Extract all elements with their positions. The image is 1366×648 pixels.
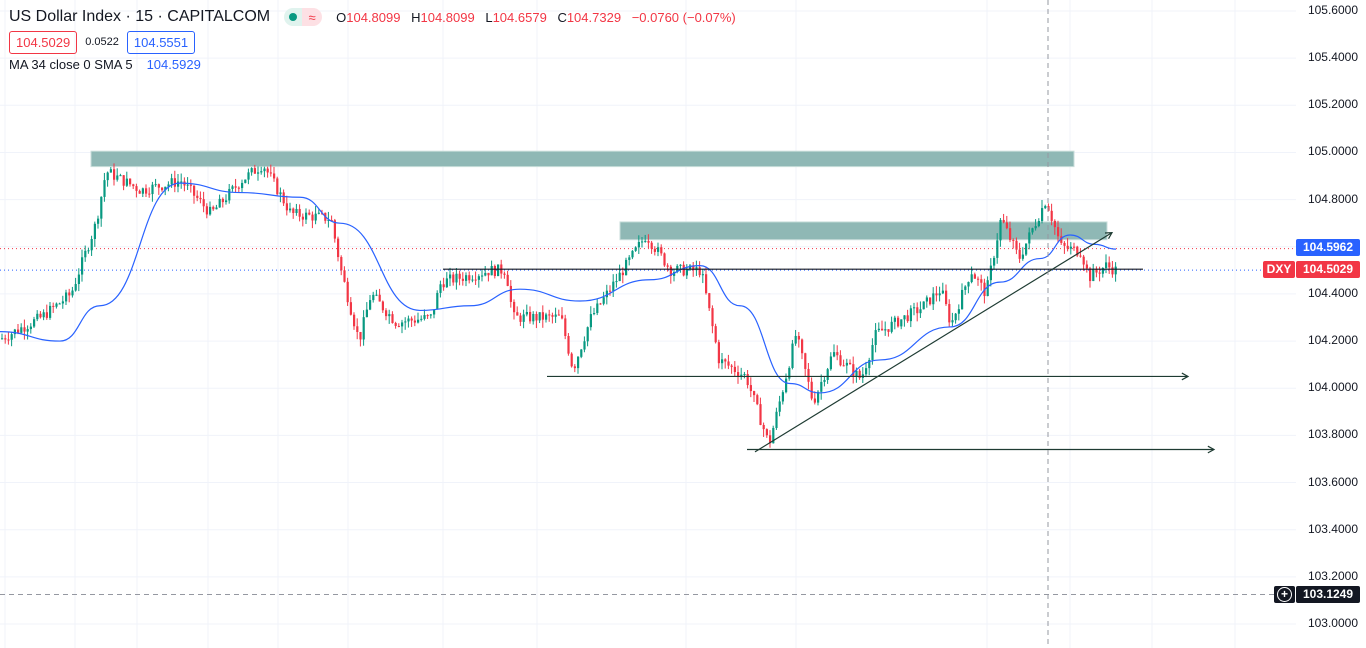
- price-tick-label: 104.8000: [1307, 191, 1358, 206]
- arrow-head-icon: [1104, 231, 1114, 239]
- low-value: 104.6579: [492, 9, 547, 25]
- ma-indicator-value: 104.5929: [146, 56, 201, 72]
- ma-indicator-label[interactable]: MA 34 close 0 SMA 5: [9, 56, 133, 72]
- open-value: 104.8099: [346, 9, 401, 25]
- price-tick-label: 103.6000: [1307, 474, 1358, 489]
- arrow-head-icon: [1181, 372, 1190, 381]
- crosshair-price-tag: 103.1249: [1296, 586, 1360, 604]
- close-value: 104.7329: [566, 9, 622, 25]
- price-tick-label: 103.2000: [1307, 568, 1358, 583]
- sma-34-line: [0, 182, 1117, 394]
- open-label: O: [336, 9, 347, 25]
- sell-price-button[interactable]: 104.5029: [9, 30, 78, 54]
- high-value: 104.8099: [420, 9, 475, 25]
- price-tick-label: 105.0000: [1307, 144, 1358, 159]
- market-status[interactable]: ≈: [284, 8, 323, 26]
- trend-drawings[interactable]: [443, 231, 1216, 454]
- price-tick-label: 105.6000: [1307, 3, 1358, 17]
- buy-price-button[interactable]: 104.5551: [126, 30, 196, 54]
- indicator-row[interactable]: MA 34 close 0 SMA 5 104.5929: [9, 53, 743, 75]
- add-alert-plus-icon[interactable]: +: [1274, 586, 1295, 604]
- price-tick-label: 104.2000: [1307, 333, 1358, 348]
- trendline[interactable]: [754, 232, 1113, 453]
- change-value: −0.0760 (−0.07%): [631, 9, 736, 25]
- spread-value: 0.0522: [85, 36, 119, 48]
- chart-grid: [0, 0, 1296, 648]
- arrow-head-icon: [1207, 445, 1216, 454]
- low-label: L: [485, 9, 493, 25]
- price-tick-label: 103.8000: [1307, 427, 1358, 442]
- price-tick-label: 105.4000: [1307, 50, 1358, 65]
- ohlc-values: O104.8099 H104.8099 L104.6579 C104.7329 …: [336, 10, 743, 25]
- legend-title-row: US Dollar Index · 15 · CAPITALCOM ≈ O104…: [9, 6, 743, 28]
- data-delay-wave-icon: ≈: [302, 8, 323, 26]
- price-tick-label: 103.0000: [1307, 616, 1358, 630]
- price-tick-label: 104.4000: [1307, 285, 1358, 300]
- symbol-title[interactable]: US Dollar Index · 15 · CAPITALCOM: [9, 8, 271, 25]
- high-label: H: [411, 9, 421, 25]
- resistance-zone[interactable]: [619, 221, 1108, 241]
- chart-legend: US Dollar Index · 15 · CAPITALCOM ≈ O104…: [9, 6, 743, 75]
- price-tick-label: 103.4000: [1307, 521, 1358, 536]
- bid-ask-row: 104.5029 0.0522 104.5551: [9, 30, 743, 54]
- resistance-zones[interactable]: [90, 150, 1108, 241]
- candlestick-series: [1, 163, 1117, 448]
- price-tick-label: 105.2000: [1307, 97, 1358, 112]
- last-price-tag: 104.5029: [1296, 261, 1360, 279]
- plus-icon: +: [1277, 587, 1292, 603]
- price-tick-label: 104.0000: [1307, 380, 1358, 395]
- market-open-dot-icon: [289, 13, 298, 21]
- close-label: C: [557, 9, 567, 25]
- symbol-tag: DXY: [1263, 261, 1295, 279]
- resistance-zone[interactable]: [90, 150, 1075, 168]
- ma-price-tag: 104.5962: [1296, 239, 1360, 257]
- price-lines: [0, 248, 1296, 271]
